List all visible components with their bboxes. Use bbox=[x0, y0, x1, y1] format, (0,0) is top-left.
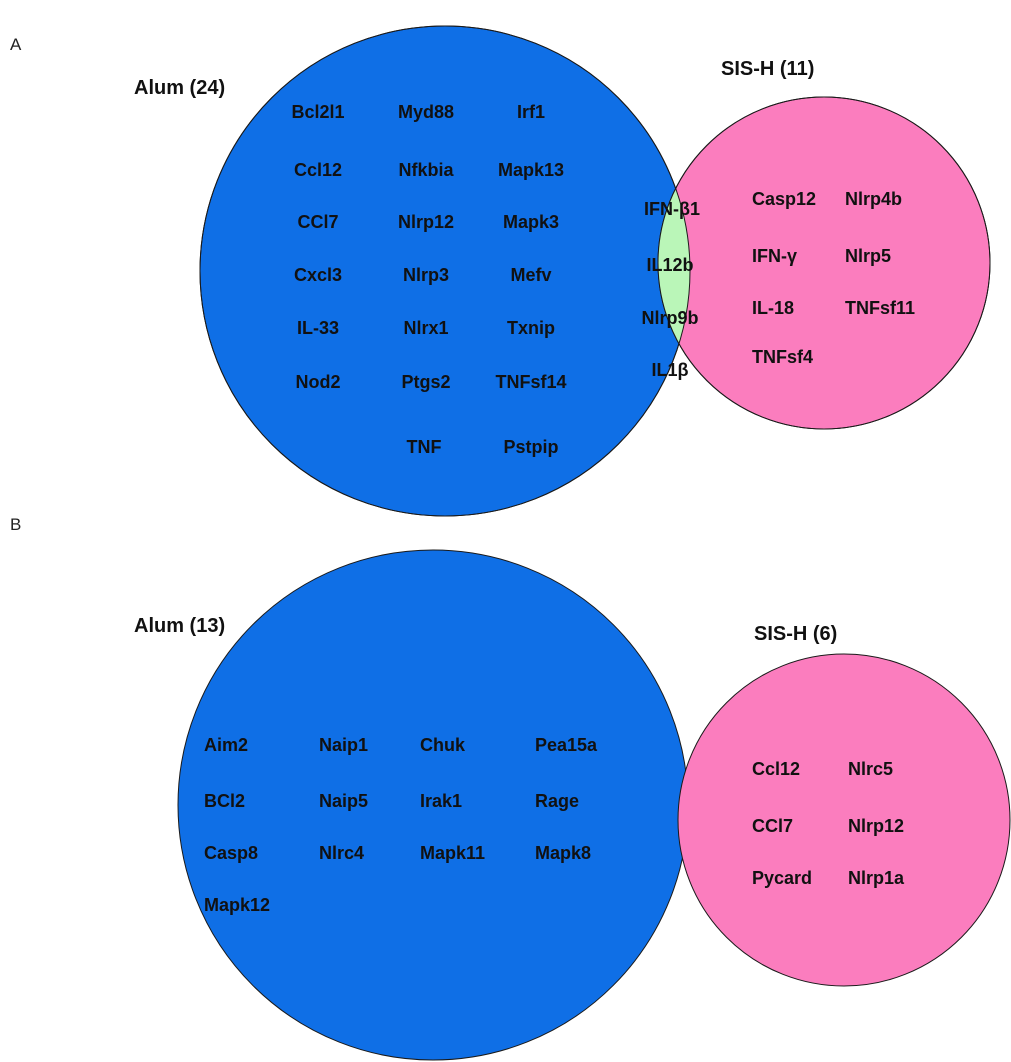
panel-a-sis-circle bbox=[657, 96, 991, 430]
panel-a-sis-only-list: Casp12 Nlrp4b IFN-γ Nlrp5 IL-18 TNFsf11 … bbox=[752, 189, 915, 367]
gene-label: Aim2 bbox=[204, 735, 248, 755]
gene-label: Mapk13 bbox=[498, 160, 564, 180]
gene-label: Nlrp12 bbox=[398, 212, 454, 232]
gene-label: IFN-γ bbox=[752, 246, 797, 266]
panel-b: B Alum (13) SIS-H (6) Aim2 Naip1 Chuk Pe… bbox=[10, 515, 1011, 1061]
panel-b-alum-only-list: Aim2 Naip1 Chuk Pea15a BCl2 Naip5 Irak1 … bbox=[204, 735, 598, 915]
panel-b-letter: B bbox=[10, 515, 21, 534]
gene-label: Nlrc5 bbox=[848, 759, 893, 779]
panel-a-sis-outline bbox=[657, 96, 991, 430]
panel-b-alum-title: Alum (13) bbox=[134, 615, 225, 637]
gene-label: Myd88 bbox=[398, 102, 454, 122]
gene-label: Casp8 bbox=[204, 843, 258, 863]
gene-label: Mapk3 bbox=[503, 212, 559, 232]
gene-label: Nlrp5 bbox=[845, 246, 891, 266]
gene-label: IL-33 bbox=[297, 318, 339, 338]
gene-label: Pea15a bbox=[535, 735, 598, 755]
gene-label: Ptgs2 bbox=[401, 372, 450, 392]
gene-label: Nlrp9b bbox=[641, 308, 698, 328]
gene-label: IFN-β1 bbox=[644, 199, 700, 219]
gene-label: IL1β bbox=[652, 360, 689, 380]
gene-label: Pycard bbox=[752, 868, 812, 888]
gene-label: Nlrp12 bbox=[848, 816, 904, 836]
panel-b-sis-only-list: Ccl12 Nlrc5 CCl7 Nlrp12 Pycard Nlrp1a bbox=[752, 759, 905, 888]
panel-b-sis-title: SIS-H (6) bbox=[754, 623, 837, 645]
gene-label: Nlrx1 bbox=[403, 318, 448, 338]
gene-label: TNF bbox=[407, 437, 442, 457]
panel-a-alum-title: Alum (24) bbox=[134, 77, 225, 99]
gene-label: Ccl12 bbox=[752, 759, 800, 779]
gene-label: TNFsf14 bbox=[495, 372, 566, 392]
panel-a-alum-only-list: Bcl2l1 Myd88 Irf1 Ccl12 Nfkbia Mapk13 CC… bbox=[291, 102, 566, 457]
gene-label: Chuk bbox=[420, 735, 466, 755]
gene-label: Txnip bbox=[507, 318, 555, 338]
gene-label: Nlrp1a bbox=[848, 868, 905, 888]
gene-label: Nlrp4b bbox=[845, 189, 902, 209]
gene-label: Bcl2l1 bbox=[291, 102, 344, 122]
gene-label: Ccl12 bbox=[294, 160, 342, 180]
gene-label: BCl2 bbox=[204, 791, 245, 811]
panel-a-sis-title: SIS-H (11) bbox=[721, 58, 814, 80]
gene-label: Irak1 bbox=[420, 791, 462, 811]
gene-label: Pstpip bbox=[503, 437, 558, 457]
gene-label: Cxcl3 bbox=[294, 265, 342, 285]
panel-a-letter: A bbox=[10, 35, 22, 54]
panel-a-shared-list: IFN-β1 IL12b Nlrp9b IL1β bbox=[641, 199, 700, 380]
gene-label: Mapk12 bbox=[204, 895, 270, 915]
gene-label: CCl7 bbox=[752, 816, 793, 836]
panel-b-sis-circle bbox=[677, 653, 1011, 987]
gene-label: Casp12 bbox=[752, 189, 816, 209]
gene-label: Nlrc4 bbox=[319, 843, 364, 863]
gene-label: CCl7 bbox=[297, 212, 338, 232]
gene-label: TNFsf11 bbox=[845, 298, 915, 318]
gene-label: Naip1 bbox=[319, 735, 368, 755]
gene-label: Rage bbox=[535, 791, 579, 811]
gene-label: Mefv bbox=[510, 265, 551, 285]
panel-a: A Alum (24) SIS-H (11) Bcl2l1 Myd88 Irf1… bbox=[10, 25, 991, 517]
gene-label: Naip5 bbox=[319, 791, 368, 811]
gene-label: Nlrp3 bbox=[403, 265, 449, 285]
gene-label: TNFsf4 bbox=[752, 347, 813, 367]
gene-label: IL12b bbox=[646, 255, 693, 275]
gene-label: Nfkbia bbox=[398, 160, 454, 180]
gene-label: Mapk8 bbox=[535, 843, 591, 863]
gene-label: Irf1 bbox=[517, 102, 545, 122]
gene-label: Nod2 bbox=[296, 372, 341, 392]
panel-a-alum-outline bbox=[199, 25, 691, 517]
gene-label: Mapk11 bbox=[420, 843, 485, 863]
gene-label: IL-18 bbox=[752, 298, 794, 318]
